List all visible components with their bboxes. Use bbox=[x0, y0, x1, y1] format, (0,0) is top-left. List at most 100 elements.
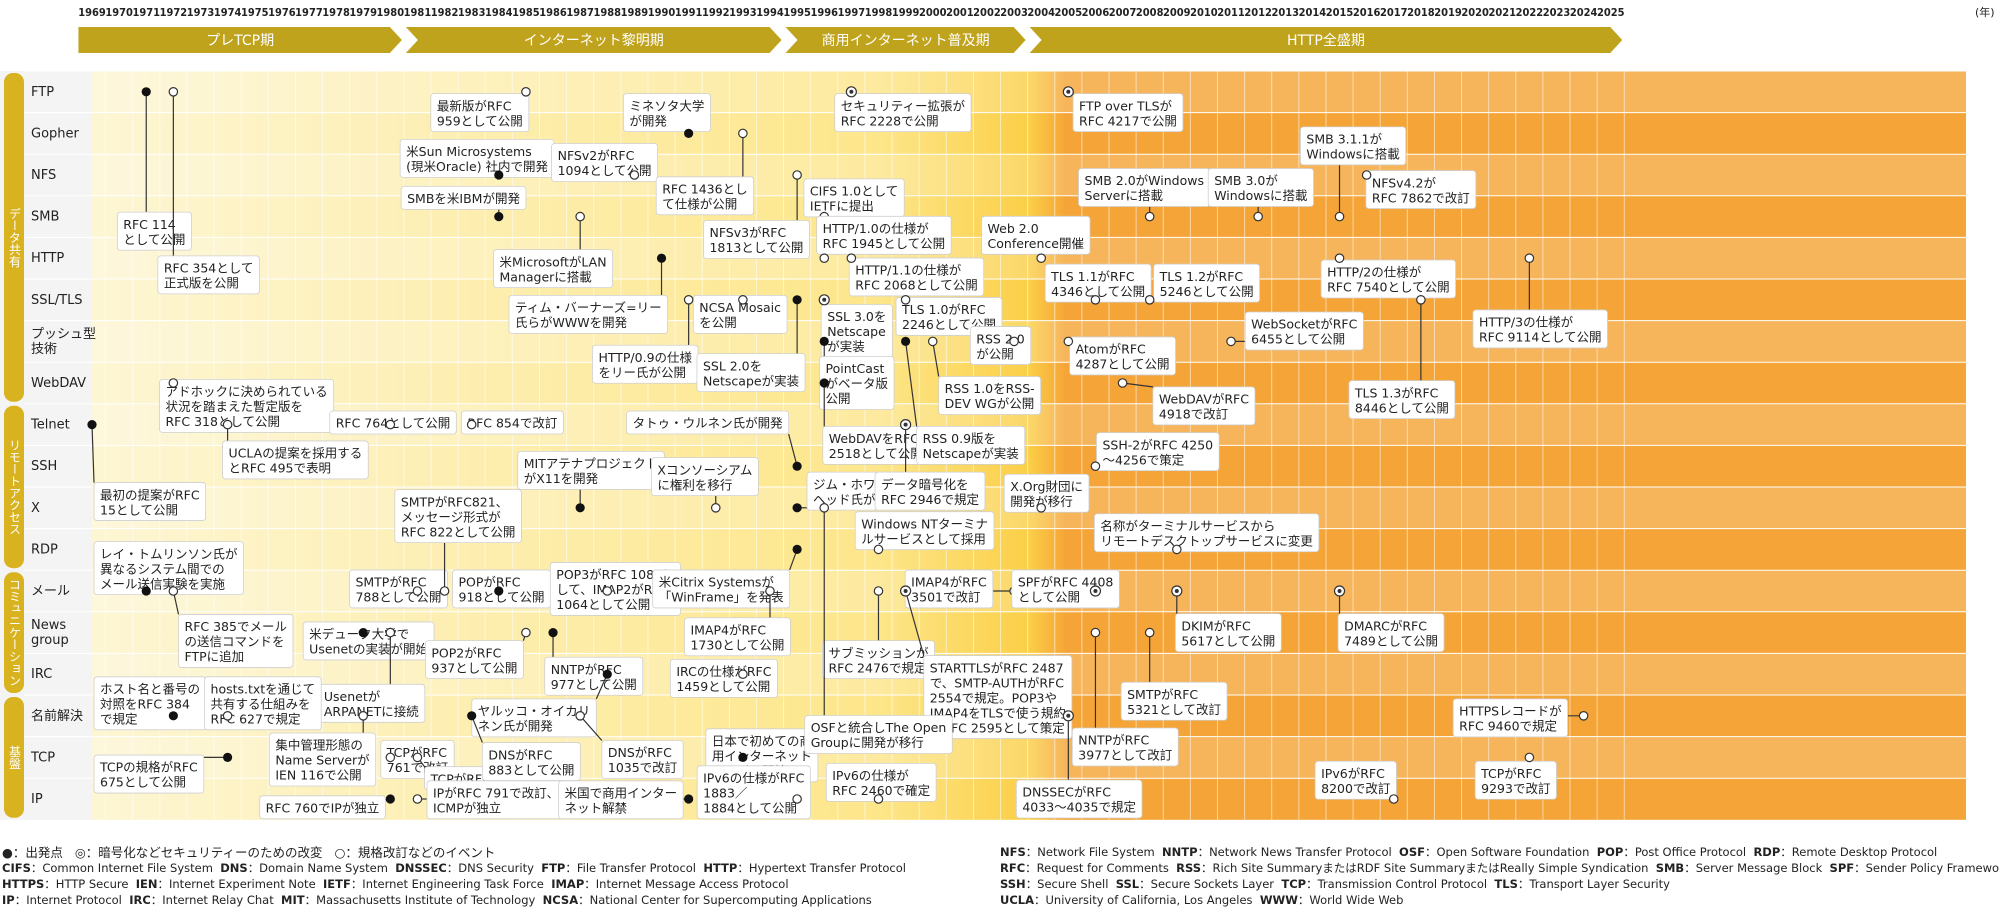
event-text: 6455として公開 bbox=[1251, 332, 1345, 347]
era-label: インターネット黎明期 bbox=[524, 33, 664, 49]
event-marker bbox=[1090, 461, 1101, 471]
event-text: RFC 9114として公開 bbox=[1479, 330, 1602, 345]
event-text: RFC 2460で確定 bbox=[832, 783, 930, 798]
event-text: DNSSECがRFC bbox=[1022, 785, 1111, 800]
event-text: 「WinFrame」を発表 bbox=[659, 590, 784, 605]
event-box bbox=[819, 356, 895, 410]
start-point-marker bbox=[792, 295, 802, 305]
year-label: 1999 bbox=[892, 6, 920, 19]
event-box bbox=[601, 740, 684, 779]
event-text: RFC 318として公開 bbox=[166, 414, 281, 429]
abbreviation-entry: CIFS：Common Internet File System bbox=[2, 861, 213, 875]
event-text: HTTP/3の仕様が bbox=[1479, 315, 1574, 330]
event-box bbox=[1474, 760, 1557, 800]
event-text: 米Citrix Systemsが bbox=[659, 575, 775, 590]
event-text: IPv6がRFC bbox=[1321, 766, 1385, 781]
event-text: STARTTLSがRFC 2487 bbox=[930, 660, 1064, 675]
year-label: 1997 bbox=[838, 6, 866, 19]
event-text: 9293で改訂 bbox=[1481, 781, 1550, 796]
event-text: ホスト名と番号の bbox=[100, 682, 200, 697]
year-label: 1982 bbox=[431, 6, 459, 19]
year-label: 1990 bbox=[648, 6, 676, 19]
event-text: WebDAVをRFC bbox=[829, 431, 919, 446]
event-text: リモートデスクトップサービスに変更 bbox=[1100, 533, 1313, 548]
event-text: HTTPSレコードが bbox=[1459, 704, 1562, 719]
security-change-marker-inner bbox=[1066, 713, 1071, 718]
event-marker bbox=[1036, 502, 1046, 513]
event-marker bbox=[168, 378, 179, 388]
event-text: 最初の提案がRFC bbox=[100, 487, 200, 502]
event-text: RFC 9460で規定 bbox=[1459, 719, 1557, 734]
row-label: メール bbox=[31, 584, 70, 599]
event-text: RFC 7540として公開 bbox=[1327, 280, 1450, 295]
group-label: コミュニケーション bbox=[8, 579, 22, 687]
event-marker bbox=[575, 211, 585, 222]
event-leader-line bbox=[905, 341, 918, 427]
row-label: Gopher bbox=[31, 126, 80, 141]
event-marker bbox=[873, 794, 884, 804]
group-label: データ共有 bbox=[8, 207, 22, 267]
start-point-marker bbox=[548, 628, 558, 638]
start-point-marker bbox=[602, 669, 612, 679]
security-change-marker-inner bbox=[903, 422, 908, 427]
year-label: 1977 bbox=[295, 6, 323, 19]
event-box bbox=[424, 640, 524, 680]
event-box bbox=[1003, 473, 1090, 513]
event-text: DKIMがRFC bbox=[1181, 618, 1251, 633]
event-box bbox=[834, 93, 972, 132]
abbreviation-entry: HTTP：Hypertext Transfer Protocol bbox=[703, 861, 906, 875]
year-label: 1970 bbox=[105, 6, 133, 19]
event-box bbox=[430, 93, 530, 132]
event-text: POPがRFC bbox=[459, 575, 521, 590]
year-label: 1998 bbox=[865, 6, 893, 19]
event-marker bbox=[846, 253, 857, 264]
abbreviation-entry: POP：Post Office Protocol bbox=[1596, 845, 1747, 859]
legend-area: ●：出発点 ◎：暗号化などセキュリティーのための改変 ○：規格改訂などのイベント… bbox=[0, 840, 2000, 913]
year-label: 2025 bbox=[1597, 6, 1625, 19]
event-text: 異なるシステム間での bbox=[100, 561, 225, 576]
abbreviation-row: NFS：Network File System NNTP：Network New… bbox=[1000, 844, 1937, 860]
event-text: 最新版がRFC bbox=[437, 98, 512, 113]
row-stripe bbox=[92, 71, 1966, 113]
year-label: 2023 bbox=[1543, 6, 1571, 19]
start-point-marker bbox=[141, 87, 151, 97]
event-text: メッセージ形式が bbox=[401, 509, 501, 524]
security-change-marker-inner bbox=[1337, 589, 1342, 593]
row-label: SSL/TLS bbox=[31, 292, 83, 307]
event-text: SPFがRFC 4408 bbox=[1018, 575, 1114, 590]
event-text: NFSv4.2が bbox=[1372, 175, 1437, 190]
event-text: RFC 354として bbox=[164, 261, 254, 276]
event-text: SMTPがRFC bbox=[1127, 687, 1198, 702]
year-label: 2015 bbox=[1326, 6, 1354, 19]
event-text: 公開 bbox=[826, 391, 851, 406]
year-label: 1974 bbox=[214, 6, 242, 19]
year-label: 2012 bbox=[1244, 6, 1272, 19]
event-text: Windows NTターミナ bbox=[861, 516, 988, 531]
start-point-marker bbox=[385, 794, 395, 804]
event-text: WebDAVがRFC bbox=[1159, 392, 1249, 407]
event-box bbox=[93, 754, 205, 794]
year-unit-label: (年) bbox=[1975, 5, 1995, 19]
security-change-marker-inner bbox=[903, 589, 908, 593]
start-point-marker bbox=[792, 544, 802, 555]
event-text: 5246として公開 bbox=[1160, 284, 1254, 299]
abbreviation-entry: DNSSEC：DNS Security bbox=[395, 861, 534, 875]
event-text: SMB 2.0がWindows bbox=[1085, 173, 1204, 188]
event-text: 氏らがWWWを開発 bbox=[515, 315, 628, 330]
event-marker bbox=[873, 586, 884, 596]
event-text: 675として公開 bbox=[100, 775, 186, 790]
event-marker bbox=[1117, 378, 1128, 388]
event-text: TCPがRFC bbox=[386, 745, 448, 760]
